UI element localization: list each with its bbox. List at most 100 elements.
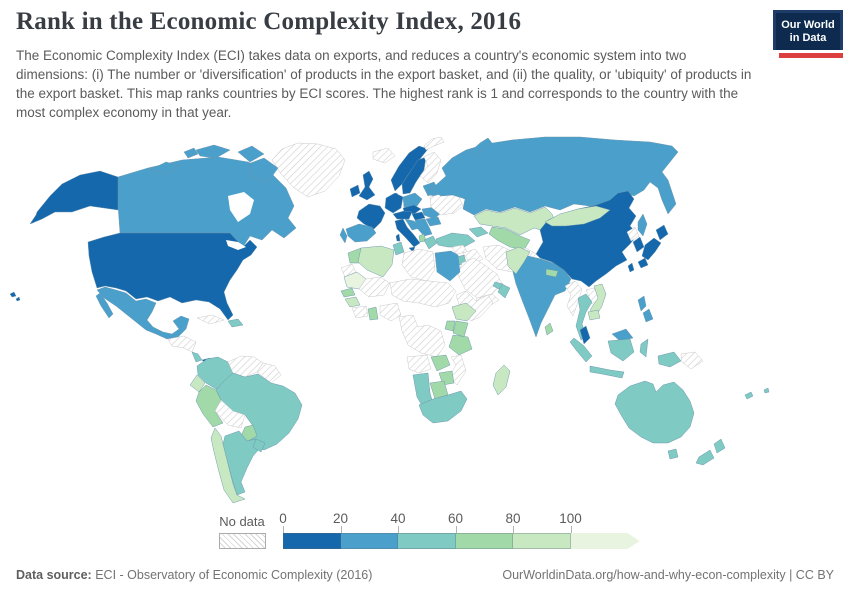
- country-fiji[interactable]: [763, 387, 770, 394]
- country-egypt[interactable]: [434, 250, 461, 282]
- country-united-kingdom[interactable]: [358, 170, 376, 201]
- country-canada-island-2[interactable]: [195, 144, 231, 159]
- country-canada-island-5[interactable]: [183, 147, 199, 159]
- country-norway[interactable]: [390, 145, 429, 192]
- country-italy[interactable]: [394, 218, 421, 248]
- country-sweden[interactable]: [401, 156, 427, 195]
- country-libya[interactable]: [401, 248, 436, 282]
- country-guinea[interactable]: [344, 296, 361, 308]
- country-canada-island-3[interactable]: [237, 145, 265, 163]
- country-malaysia[interactable]: [579, 325, 591, 345]
- country-georgia-caucasus[interactable]: [468, 226, 489, 238]
- country-usa-hawaii-2[interactable]: [15, 296, 21, 302]
- country-philippines-mindanao[interactable]: [642, 308, 654, 323]
- country-nepal[interactable]: [545, 268, 559, 278]
- country-indonesia-papua[interactable]: [657, 351, 682, 368]
- country-philippines-luzon[interactable]: [637, 295, 647, 312]
- country-japan-hokkaido[interactable]: [655, 224, 669, 241]
- country-germany[interactable]: [384, 192, 404, 214]
- country-ireland[interactable]: [349, 184, 361, 198]
- country-saudi-arabia[interactable]: [457, 257, 503, 299]
- country-indonesia-java[interactable]: [589, 365, 625, 379]
- country-dominican-republic[interactable]: [227, 318, 244, 328]
- country-finland[interactable]: [419, 151, 442, 184]
- country-australia-tasmania[interactable]: [667, 448, 679, 460]
- country-central-america[interactable]: [167, 335, 197, 353]
- country-uruguay[interactable]: [252, 438, 266, 453]
- country-italy-sardinia[interactable]: [395, 233, 401, 242]
- country-chile[interactable]: [210, 427, 246, 504]
- country-usa-hawaii-1[interactable]: [9, 291, 17, 298]
- country-france[interactable]: [356, 203, 386, 230]
- country-russia[interactable]: [430, 136, 679, 216]
- country-kenya[interactable]: [452, 320, 469, 338]
- country-mexico[interactable]: [96, 286, 190, 340]
- country-japan-honshu[interactable]: [641, 237, 662, 261]
- country-turkey[interactable]: [435, 232, 476, 248]
- country-indonesia-sulawesi[interactable]: [639, 338, 649, 358]
- country-sri-lanka[interactable]: [544, 322, 554, 336]
- country-russia-sakhalin[interactable]: [637, 213, 648, 237]
- country-australia[interactable]: [614, 380, 695, 444]
- country-peru[interactable]: [195, 384, 224, 428]
- country-indonesia-kalimantan[interactable]: [607, 338, 635, 362]
- legend-no-data-swatch[interactable]: [219, 533, 266, 549]
- country-papua-new-guinea[interactable]: [680, 351, 704, 370]
- country-malaysia-borneo[interactable]: [611, 328, 634, 342]
- country-senegal[interactable]: [340, 287, 356, 298]
- country-south-africa[interactable]: [418, 390, 468, 424]
- country-oman[interactable]: [497, 283, 511, 299]
- country-algeria[interactable]: [357, 245, 395, 278]
- country-usa[interactable]: [87, 232, 258, 321]
- country-new-caledonia[interactable]: [744, 391, 754, 400]
- country-cuba[interactable]: [196, 314, 225, 325]
- country-bulgaria[interactable]: [425, 216, 442, 227]
- country-zambia[interactable]: [430, 354, 451, 372]
- country-japan-kyushu[interactable]: [637, 257, 649, 269]
- country-ghana[interactable]: [367, 306, 379, 321]
- country-angola[interactable]: [406, 354, 432, 374]
- country-cambodia[interactable]: [587, 309, 601, 321]
- country-svalbard[interactable]: [423, 136, 445, 151]
- country-mongolia[interactable]: [544, 205, 611, 227]
- legend-bin-100+[interactable]: [571, 533, 640, 549]
- legend-bin-0-20[interactable]: [283, 533, 341, 549]
- country-greenland[interactable]: [271, 142, 346, 198]
- country-uae[interactable]: [492, 281, 504, 290]
- country-western-sahara[interactable]: [340, 263, 357, 278]
- country-south-korea[interactable]: [632, 236, 645, 253]
- country-greece[interactable]: [423, 235, 438, 250]
- country-tunisia[interactable]: [392, 241, 405, 256]
- country-new-zealand-south[interactable]: [695, 449, 715, 466]
- country-vietnam[interactable]: [589, 283, 607, 317]
- legend-bin-40-60[interactable]: [398, 533, 456, 549]
- country-tanzania[interactable]: [448, 334, 473, 356]
- country-north-korea[interactable]: [626, 226, 640, 242]
- legend-bin-60-80[interactable]: [455, 533, 513, 549]
- country-russia-novaya-zemlya[interactable]: [469, 137, 493, 158]
- country-iceland[interactable]: [372, 147, 396, 164]
- country-canada-island-1[interactable]: [149, 161, 181, 175]
- country-drc[interactable]: [398, 314, 446, 358]
- country-portugal[interactable]: [339, 227, 348, 244]
- country-hungary[interactable]: [411, 211, 426, 221]
- license-link[interactable]: CC BY: [795, 568, 834, 582]
- country-new-zealand-north[interactable]: [713, 438, 726, 454]
- country-austria[interactable]: [392, 210, 413, 220]
- country-pakistan[interactable]: [505, 246, 531, 275]
- legend-bin-20-40[interactable]: [340, 533, 398, 549]
- country-canada-baffin[interactable]: [247, 157, 279, 183]
- country-serbia[interactable]: [414, 218, 433, 237]
- country-india[interactable]: [512, 255, 572, 338]
- country-uganda[interactable]: [444, 320, 456, 332]
- country-poland[interactable]: [402, 192, 423, 208]
- country-sahel[interactable]: [389, 278, 457, 308]
- country-spain[interactable]: [345, 223, 377, 243]
- country-usa-alaska[interactable]: [29, 170, 119, 225]
- country-madagascar[interactable]: [492, 364, 511, 396]
- country-taiwan[interactable]: [627, 262, 635, 273]
- owid-url-link[interactable]: OurWorldinData.org/how-and-why-econ-comp…: [502, 568, 786, 582]
- country-cote-divoire[interactable]: [351, 305, 369, 319]
- country-myanmar[interactable]: [564, 280, 583, 317]
- country-bolivia[interactable]: [214, 399, 246, 429]
